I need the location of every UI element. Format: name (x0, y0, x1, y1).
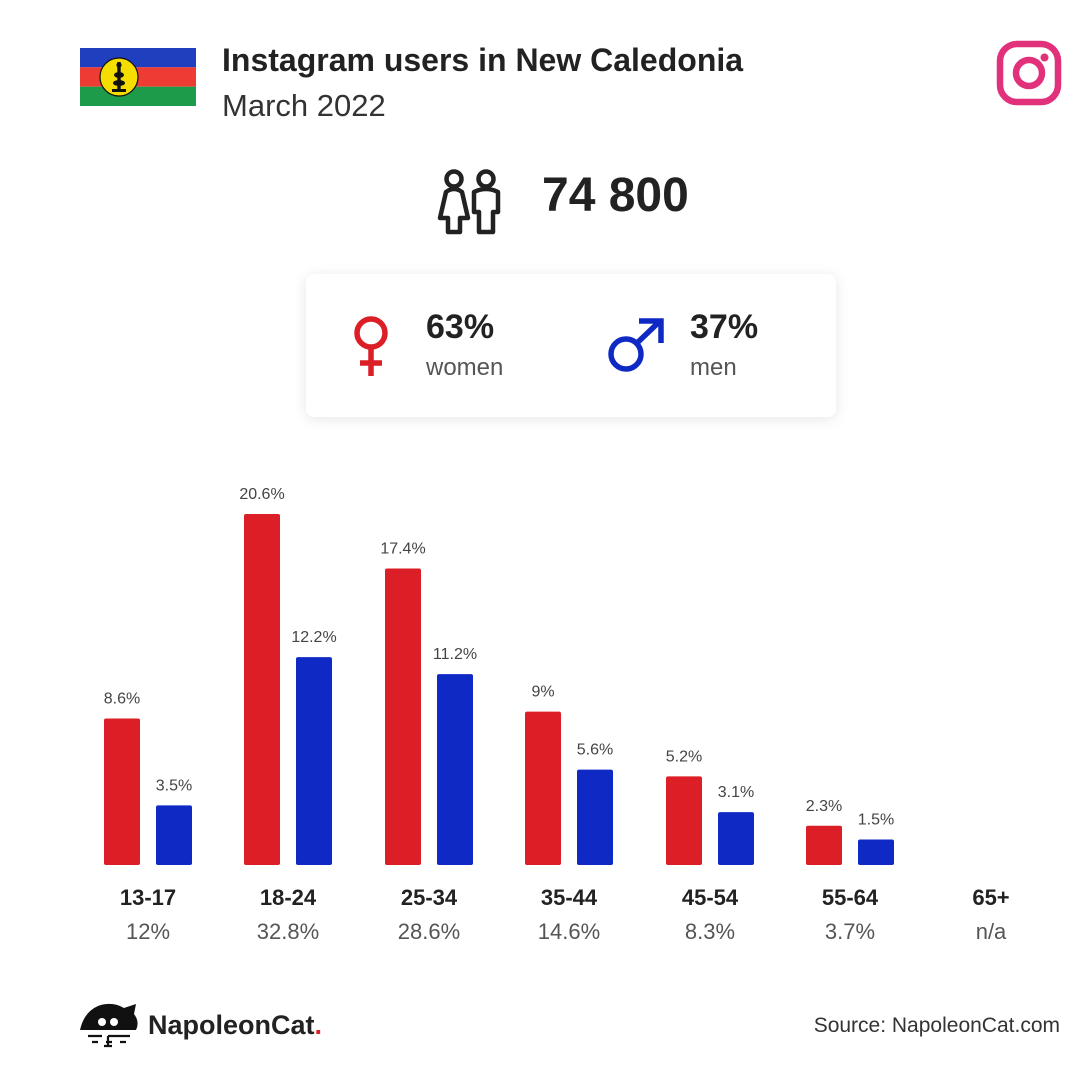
men-label: men (690, 354, 737, 381)
bar-35-44-series-1 (525, 711, 561, 865)
users-icon (437, 169, 501, 235)
chart-title: Instagram users in New Caledonia (222, 42, 744, 78)
bar-value-label: 20.6% (239, 486, 284, 503)
total-users-value: 74 800 (542, 169, 689, 222)
bar-value-label: 5.6% (577, 742, 613, 759)
bar-13-17-series-2 (156, 805, 192, 865)
bar-value-label: 9% (531, 684, 554, 701)
category-total-label: 32.8% (257, 919, 319, 944)
category-label: 35-44 (541, 885, 598, 910)
brand-name-text: NapoleonCat (148, 1010, 315, 1040)
bar-value-label: 11.2% (433, 646, 477, 663)
category-total-label: n/a (976, 919, 1007, 944)
female-symbol-icon (354, 316, 388, 376)
women-percent: 63% (426, 308, 495, 346)
instagram-icon (996, 40, 1062, 106)
bar-25-34-series-1 (385, 568, 421, 865)
bar-value-label: 8.6% (104, 690, 140, 707)
bar-18-24-series-2 (296, 657, 332, 865)
category-label: 55-64 (822, 885, 879, 910)
category-label: 18-24 (260, 885, 317, 910)
new-caledonia-flag-icon (80, 48, 196, 106)
source-text: Source: NapoleonCat.com (813, 1014, 1060, 1037)
bar-value-label: 12.2% (291, 629, 336, 646)
category-label: 65+ (972, 885, 1009, 910)
bar-value-label: 3.1% (718, 784, 754, 801)
age-gender-bar-chart: 8.6% 3.5% 13-17 12% 20.6% 12.2% 18-24 32.8% 17.4… (104, 486, 1010, 944)
brand-name: NapoleonCat. (148, 1010, 322, 1041)
category-total-label: 14.6% (538, 919, 600, 944)
category-label: 45-54 (682, 885, 739, 910)
category-total-label: 28.6% (398, 919, 460, 944)
bar-18-24-series-1 (244, 514, 280, 865)
bar-value-label: 2.3% (806, 798, 842, 815)
category-total-label: 3.7% (825, 919, 875, 944)
male-symbol-icon (608, 318, 664, 372)
men-percent: 37% (690, 308, 759, 346)
women-label: women (426, 354, 504, 381)
category-total-label: 12% (126, 919, 170, 944)
bar-45-54-series-1 (666, 776, 702, 865)
bar-45-54-series-2 (718, 812, 754, 865)
category-total-label: 8.3% (685, 919, 735, 944)
brand-dot: . (314, 1010, 323, 1040)
bar-value-label: 3.5% (156, 777, 192, 794)
bar-55-64-series-2 (858, 839, 894, 865)
bar-value-label: 5.2% (666, 748, 702, 765)
bar-value-label: 1.5% (858, 811, 894, 828)
napoleoncat-logo-icon (80, 1003, 138, 1048)
category-label: 13-17 (120, 885, 176, 910)
bar-value-label: 17.4% (380, 541, 425, 558)
bar-55-64-series-1 (806, 825, 842, 865)
gender-split-card: 63% women 37% men (306, 274, 836, 417)
bar-13-17-series-1 (104, 718, 140, 865)
chart-subtitle: March 2022 (222, 88, 386, 123)
category-label: 25-34 (401, 885, 458, 910)
bar-35-44-series-2 (577, 769, 613, 865)
bar-25-34-series-2 (437, 674, 473, 865)
